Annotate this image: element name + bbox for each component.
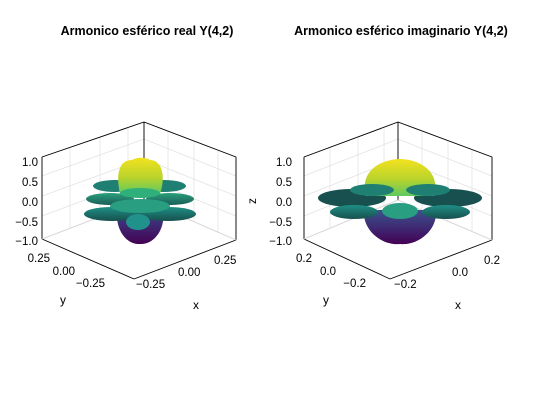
y-tick-imag: 0.2 [296,253,312,265]
chart-imag: Armonico esférico imaginario Y(4,2) [245,24,508,312]
z-tick-imag: 1.0 [276,157,292,169]
x-axis-label-imag: x [455,298,461,312]
surface-imag [318,159,482,245]
petal-imag-7 [406,184,450,196]
z-tick-real: −1.0 [15,236,38,248]
z-tick-real: 1.0 [22,157,38,169]
x-tick-imag: 0.2 [484,255,500,267]
x-tick-real: 0.25 [214,255,236,267]
z-tick-real: −0.5 [15,217,38,229]
y-tick-real: 0.25 [28,253,50,265]
y-tick-real: 0.00 [53,266,75,278]
x-tick-real: −0.25 [136,279,165,291]
axes-box-real [41,121,237,280]
lobe-bottom-imag [363,210,437,245]
y-tick-imag: −0.2 [343,278,366,290]
lobe-top-real [118,157,163,194]
z-tick-real: 0.5 [22,177,38,189]
y-tick-real: −0.25 [76,278,105,290]
z-ticks-imag: 1.0 0.5 0.0 −0.5 −1.0 [269,157,292,248]
petal-imag-5 [382,203,418,219]
chart-title-real: Armonico esférico real Y(4,2) [61,24,234,38]
petal-imag-6 [350,184,394,196]
y-ticks-real: 0.25 0.00 −0.25 [28,253,105,290]
petal-imag-3 [330,205,378,219]
z-tick-imag: 0.5 [276,177,292,189]
petal-real-9 [120,188,160,198]
x-tick-imag: 0.0 [452,267,468,279]
y-tick-imag: 0.0 [320,266,336,278]
y-axis-label-imag: y [323,293,329,307]
x-tick-real: 0.00 [178,267,200,279]
petal-imag-4 [422,205,470,219]
y-axis-label-real: y [60,293,66,307]
x-axis-label-real: x [193,298,199,312]
z-tick-imag: −1.0 [269,236,292,248]
chart-title-imag: Armonico esférico imaginario Y(4,2) [294,24,508,38]
petal-real-3 [126,214,150,230]
z-tick-imag: −0.5 [269,217,292,229]
x-ticks-real: −0.25 0.00 0.25 [136,255,236,291]
z-tick-imag: 0.0 [276,197,292,209]
z-ticks-real: 1.0 0.5 0.0 −0.5 −1.0 [15,157,38,248]
x-tick-imag: −0.2 [394,279,417,291]
petal-real-8 [110,199,170,213]
x-ticks-imag: −0.2 0.0 0.2 [394,255,500,291]
y-ticks-imag: 0.2 0.0 −0.2 [296,253,366,290]
z-tick-real: 0.0 [22,197,38,209]
surface-real [84,157,196,245]
chart-real: Armonico esférico real Y(4,2) [15,24,237,312]
z-axis-label-imag: z [245,198,259,204]
